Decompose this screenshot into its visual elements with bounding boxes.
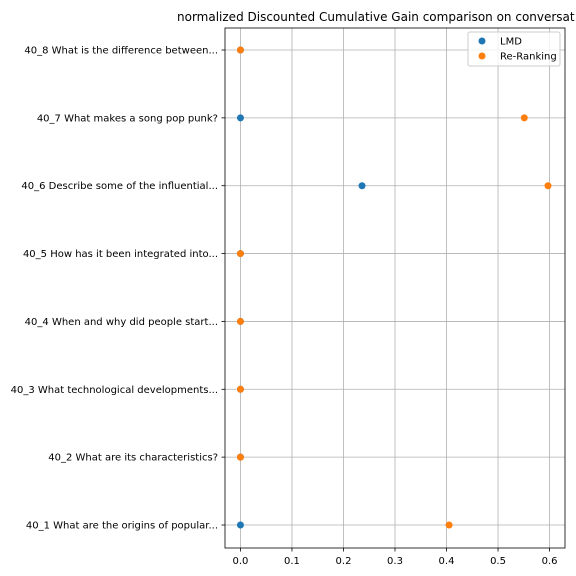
x-tick-labels: 0.0 0.1 0.2 0.3 0.4 0.5 0.6 bbox=[233, 556, 558, 567]
point-re-ranking bbox=[236, 317, 244, 325]
legend-box bbox=[467, 31, 561, 67]
y-tick-label: 40_7 What makes a song pop punk? bbox=[37, 113, 218, 124]
legend-label-reranking: Re-Ranking bbox=[500, 52, 557, 63]
x-tick-label: 0.5 bbox=[490, 556, 506, 567]
data-points bbox=[236, 46, 552, 529]
chart-title: normalized Discounted Cumulative Gain co… bbox=[177, 10, 575, 24]
point-re-ranking bbox=[236, 453, 244, 461]
x-tick-label: 0.1 bbox=[284, 556, 300, 567]
point-lmd bbox=[358, 182, 366, 190]
plot-frame bbox=[224, 27, 566, 549]
y-tick-label: 40_1 What are the origins of popular... bbox=[26, 521, 218, 532]
point-re-ranking bbox=[544, 182, 552, 190]
point-re-ranking bbox=[445, 521, 453, 529]
legend: LMD Re-Ranking bbox=[467, 31, 561, 67]
y-tick-label: 40_4 When and why did people start... bbox=[25, 317, 218, 328]
x-tick-label: 0.6 bbox=[542, 556, 558, 567]
x-tick-label: 0.0 bbox=[233, 556, 249, 567]
y-tick-label: 40_2 What are its characteristics? bbox=[48, 453, 218, 464]
x-tick-label: 0.3 bbox=[387, 556, 403, 567]
legend-marker-lmd bbox=[478, 37, 486, 45]
point-re-ranking bbox=[236, 385, 244, 393]
legend-label-lmd: LMD bbox=[500, 37, 522, 48]
y-tick-labels: 40_1 What are the origins of popular... 4… bbox=[11, 46, 218, 532]
point-re-ranking bbox=[236, 250, 244, 258]
y-tick-label: 40_3 What technological developments... bbox=[11, 385, 218, 396]
x-tick-label: 0.4 bbox=[439, 556, 455, 567]
point-re-ranking bbox=[236, 46, 244, 54]
point-lmd bbox=[236, 521, 244, 529]
point-lmd bbox=[236, 114, 244, 122]
y-tick-label: 40_6 Describe some of the influential... bbox=[21, 181, 218, 192]
grid-layer bbox=[221, 28, 565, 552]
y-tick-label: 40_8 What is the difference between... bbox=[24, 46, 218, 57]
legend-marker-reranking bbox=[478, 52, 486, 60]
y-tick-label: 40_5 How has it been integrated into... bbox=[23, 249, 218, 260]
point-re-ranking bbox=[520, 114, 528, 122]
x-tick-label: 0.2 bbox=[336, 556, 352, 567]
